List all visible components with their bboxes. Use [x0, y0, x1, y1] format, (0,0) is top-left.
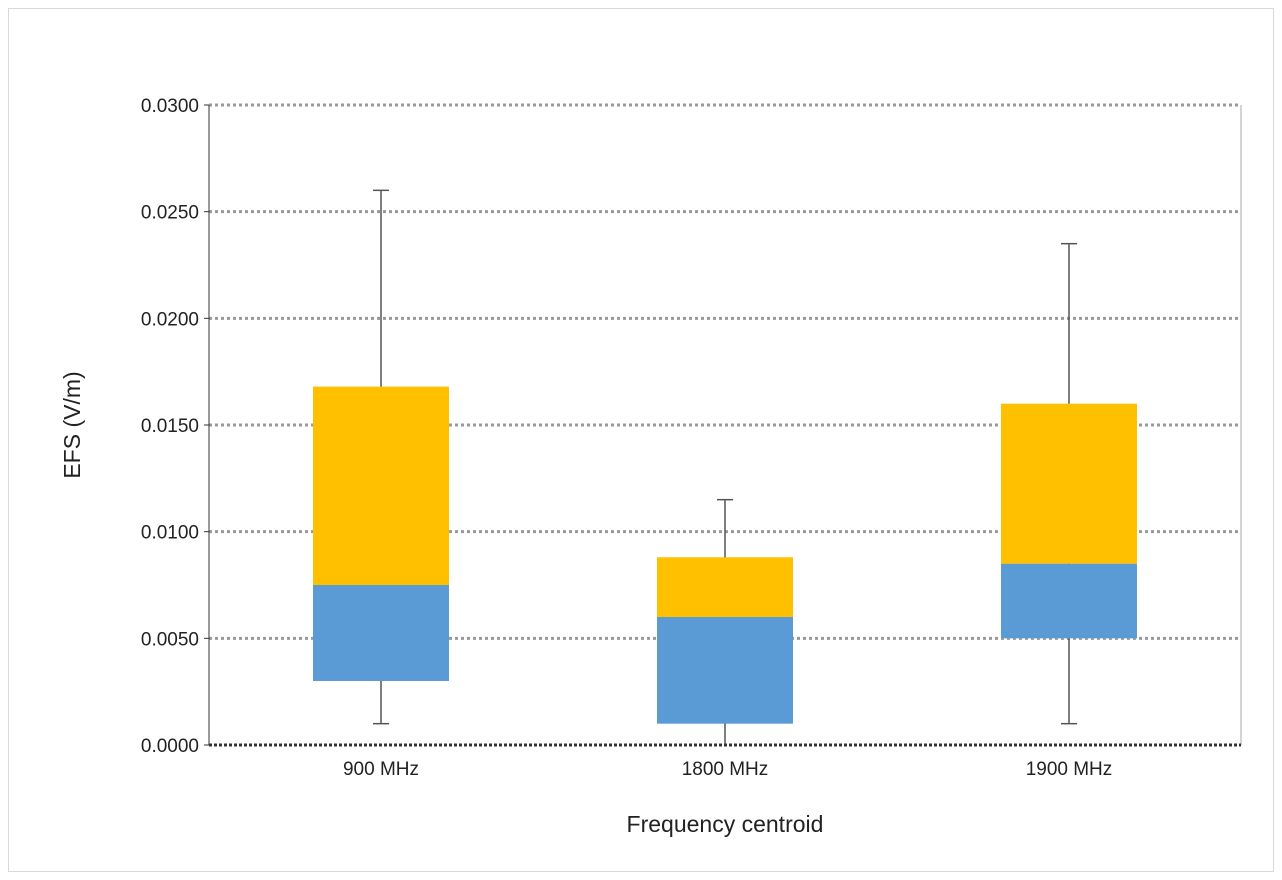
axes	[204, 104, 1241, 747]
x-tick-label: 1900 MHz	[1026, 759, 1113, 780]
y-tick-label: 0.0150	[141, 416, 199, 437]
y-tick-label: 0.0000	[141, 736, 199, 757]
y-tick-label: 0.0300	[141, 96, 199, 117]
box-upper	[313, 386, 449, 585]
box-lower	[313, 585, 449, 681]
box-lower	[1001, 563, 1137, 639]
x-axis-title: Frequency centroid	[627, 811, 824, 837]
x-tick-label: 900 MHz	[343, 759, 419, 780]
y-tick-label: 0.0050	[141, 629, 199, 650]
boxes	[313, 189, 1137, 745]
y-tick-label: 0.0200	[141, 309, 199, 330]
box-upper	[657, 557, 793, 617]
box-lower	[657, 617, 793, 724]
y-axis-title: EFS (V/m)	[59, 371, 85, 478]
y-tick-label: 0.0250	[141, 203, 199, 224]
box-upper	[1001, 403, 1137, 564]
y-tick-label: 0.0100	[141, 523, 199, 544]
x-tick-label: 1800 MHz	[682, 759, 769, 780]
tick-labels: 0.0000 0.0050 0.0100 0.0150 0.0200 0.0250 0.03…	[141, 96, 1112, 780]
